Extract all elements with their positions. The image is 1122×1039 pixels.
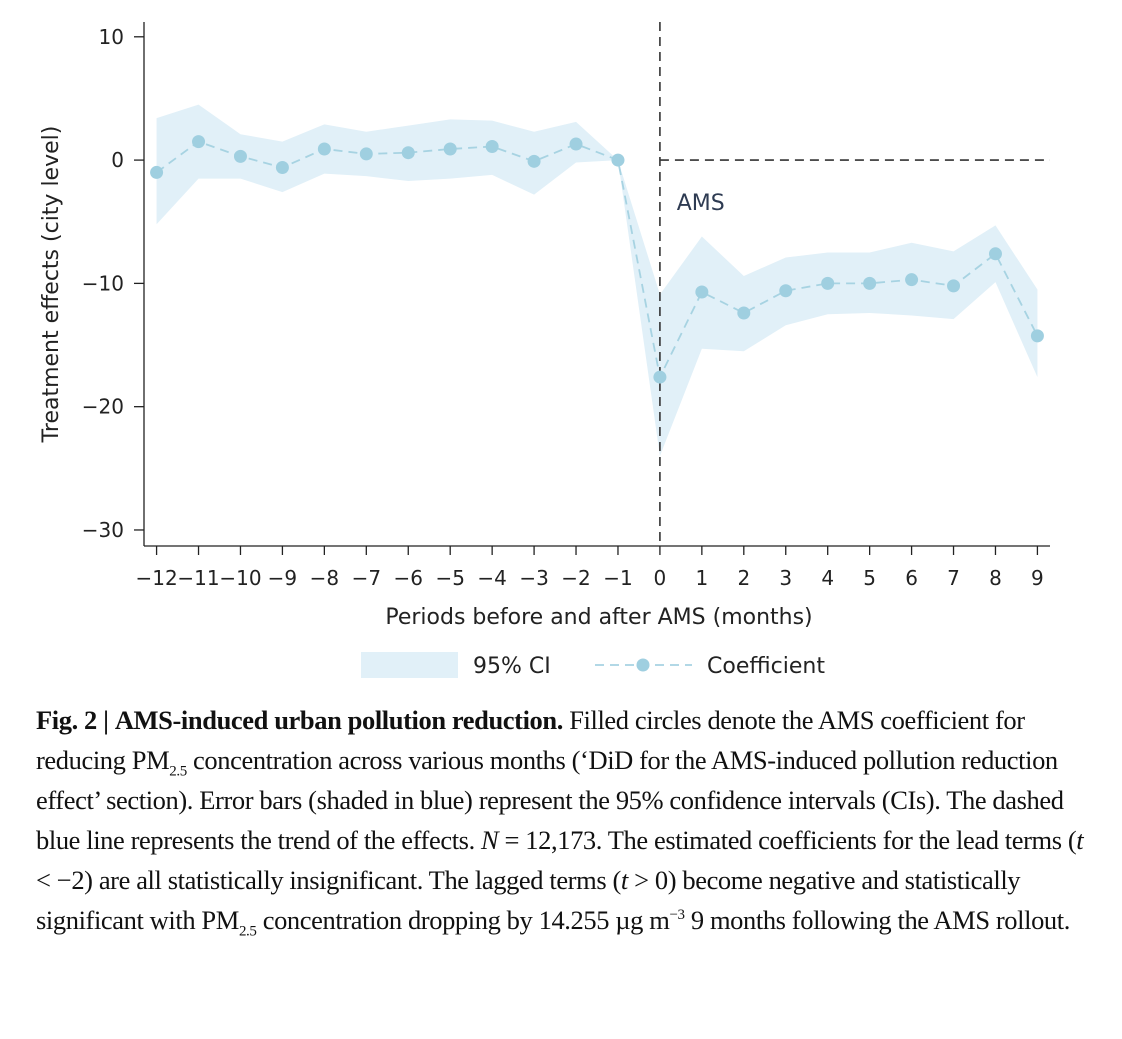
x-tick-label: 4 (821, 566, 834, 590)
legend-coefficient-marker (636, 658, 650, 672)
coefficient-point (779, 284, 793, 298)
x-tick-label: 6 (905, 566, 918, 590)
caption-separator: | (103, 705, 109, 735)
coefficient-point (611, 153, 625, 167)
caption-text-4: < −2) are all statistically insignifican… (36, 865, 621, 895)
y-tick-label: 10 (99, 25, 124, 49)
coefficient-point (485, 140, 499, 154)
x-tick-label: −7 (352, 566, 381, 590)
caption-sub-1: 2.5 (169, 763, 187, 780)
reference-lines (659, 22, 1050, 546)
x-axis-title: Periods before and after AMS (months) (385, 605, 812, 630)
caption-text-5: > 0) become negative and statistically s… (36, 865, 1021, 935)
coefficient-point (737, 306, 751, 320)
x-tick-label: −1 (603, 566, 632, 590)
legend: 95% CI Coefficient (361, 652, 825, 679)
x-tick-label: 9 (1031, 566, 1044, 590)
x-tick-label: −9 (268, 566, 297, 590)
coefficient-point (988, 247, 1002, 261)
legend-ci-label: 95% CI (473, 654, 551, 679)
coefficient-line (156, 140, 1039, 380)
x-tick-label: 5 (863, 566, 876, 590)
coefficient-point (527, 154, 541, 168)
x-tick-label: −8 (310, 566, 339, 590)
x-tick-label: 2 (737, 566, 750, 590)
figure-caption: Fig. 2 | AMS-induced urban pollution red… (36, 700, 1096, 940)
x-tick-label: −12 (135, 566, 177, 590)
caption-title: AMS-induced urban pollution reduction. (114, 705, 564, 735)
caption-sub-2: 2.5 (238, 923, 257, 940)
x-tick-label: 1 (695, 566, 708, 590)
ams-annotation: AMS (677, 191, 725, 216)
y-tick-label: −10 (82, 271, 124, 295)
x-tick-label: 3 (779, 566, 792, 590)
x-tick-label: −2 (561, 566, 590, 590)
x-tick-label: −11 (177, 566, 219, 590)
caption-text-2: concentration across various months (‘Di… (36, 745, 1064, 855)
coefficient-point (443, 142, 457, 156)
coefficient-point (653, 370, 667, 384)
coefficient-point (359, 147, 373, 161)
y-tick-label: 0 (111, 148, 124, 172)
coefficient-series (150, 135, 1044, 384)
caption-t-symbol-2: t (620, 865, 628, 895)
caption-n-symbol: N (481, 825, 499, 855)
x-tick-label: 7 (947, 566, 960, 590)
legend-coefficient-label: Coefficient (707, 654, 825, 679)
ci-band-layer (156, 104, 1038, 456)
y-axis-title: Treatment effects (city level) (39, 126, 64, 444)
x-tick-label: 0 (654, 566, 667, 590)
y-tick-label: −30 (82, 518, 124, 542)
coefficient-point (905, 273, 919, 287)
axes: 100−10−20−30−12 −11 −10 −9 −8 −7 −6 −5 −4 −3 −2 −1 0… (82, 22, 1050, 590)
coefficient-point (947, 279, 961, 293)
x-tick-label: −4 (477, 566, 506, 590)
legend-ci-swatch (361, 652, 458, 678)
caption-label: Fig. 2 (36, 705, 97, 735)
coefficient-point (317, 142, 331, 156)
ci-band (156, 104, 1038, 456)
x-tick-label: 8 (989, 566, 1002, 590)
x-tick-label: −3 (519, 566, 548, 590)
coefficient-point (569, 137, 583, 151)
caption-text-1: Filled circles denote the AMS coefficien… (36, 705, 1025, 775)
coefficient-point (233, 149, 247, 163)
caption-sup-1: −3 (669, 907, 685, 924)
coefficient-point (401, 146, 415, 160)
coefficient-point (150, 165, 164, 179)
x-tick-label: −10 (219, 566, 261, 590)
coefficient-point (695, 285, 709, 299)
x-tick-label: −5 (435, 566, 464, 590)
y-tick-label: −20 (82, 395, 124, 419)
coefficient-point (275, 160, 289, 174)
caption-text-3: = 12,173. The estimated coefficients for… (498, 825, 1077, 855)
event-study-chart: 100−10−20−30−12 −11 −10 −9 −8 −7 −6 −5 −4 −3 −2 −1 0… (39, 22, 1050, 679)
coefficient-point (192, 135, 206, 149)
caption-t-symbol-1: t (1076, 825, 1084, 855)
caption-text-7: 9 months following the AMS rollout. (684, 905, 1071, 935)
caption-text-6: concentration dropping by 14.255 µg m (256, 905, 670, 935)
x-tick-label: −6 (394, 566, 423, 590)
coefficient-point (863, 276, 877, 290)
coefficient-point (821, 276, 835, 290)
coefficient-point (1030, 329, 1044, 343)
